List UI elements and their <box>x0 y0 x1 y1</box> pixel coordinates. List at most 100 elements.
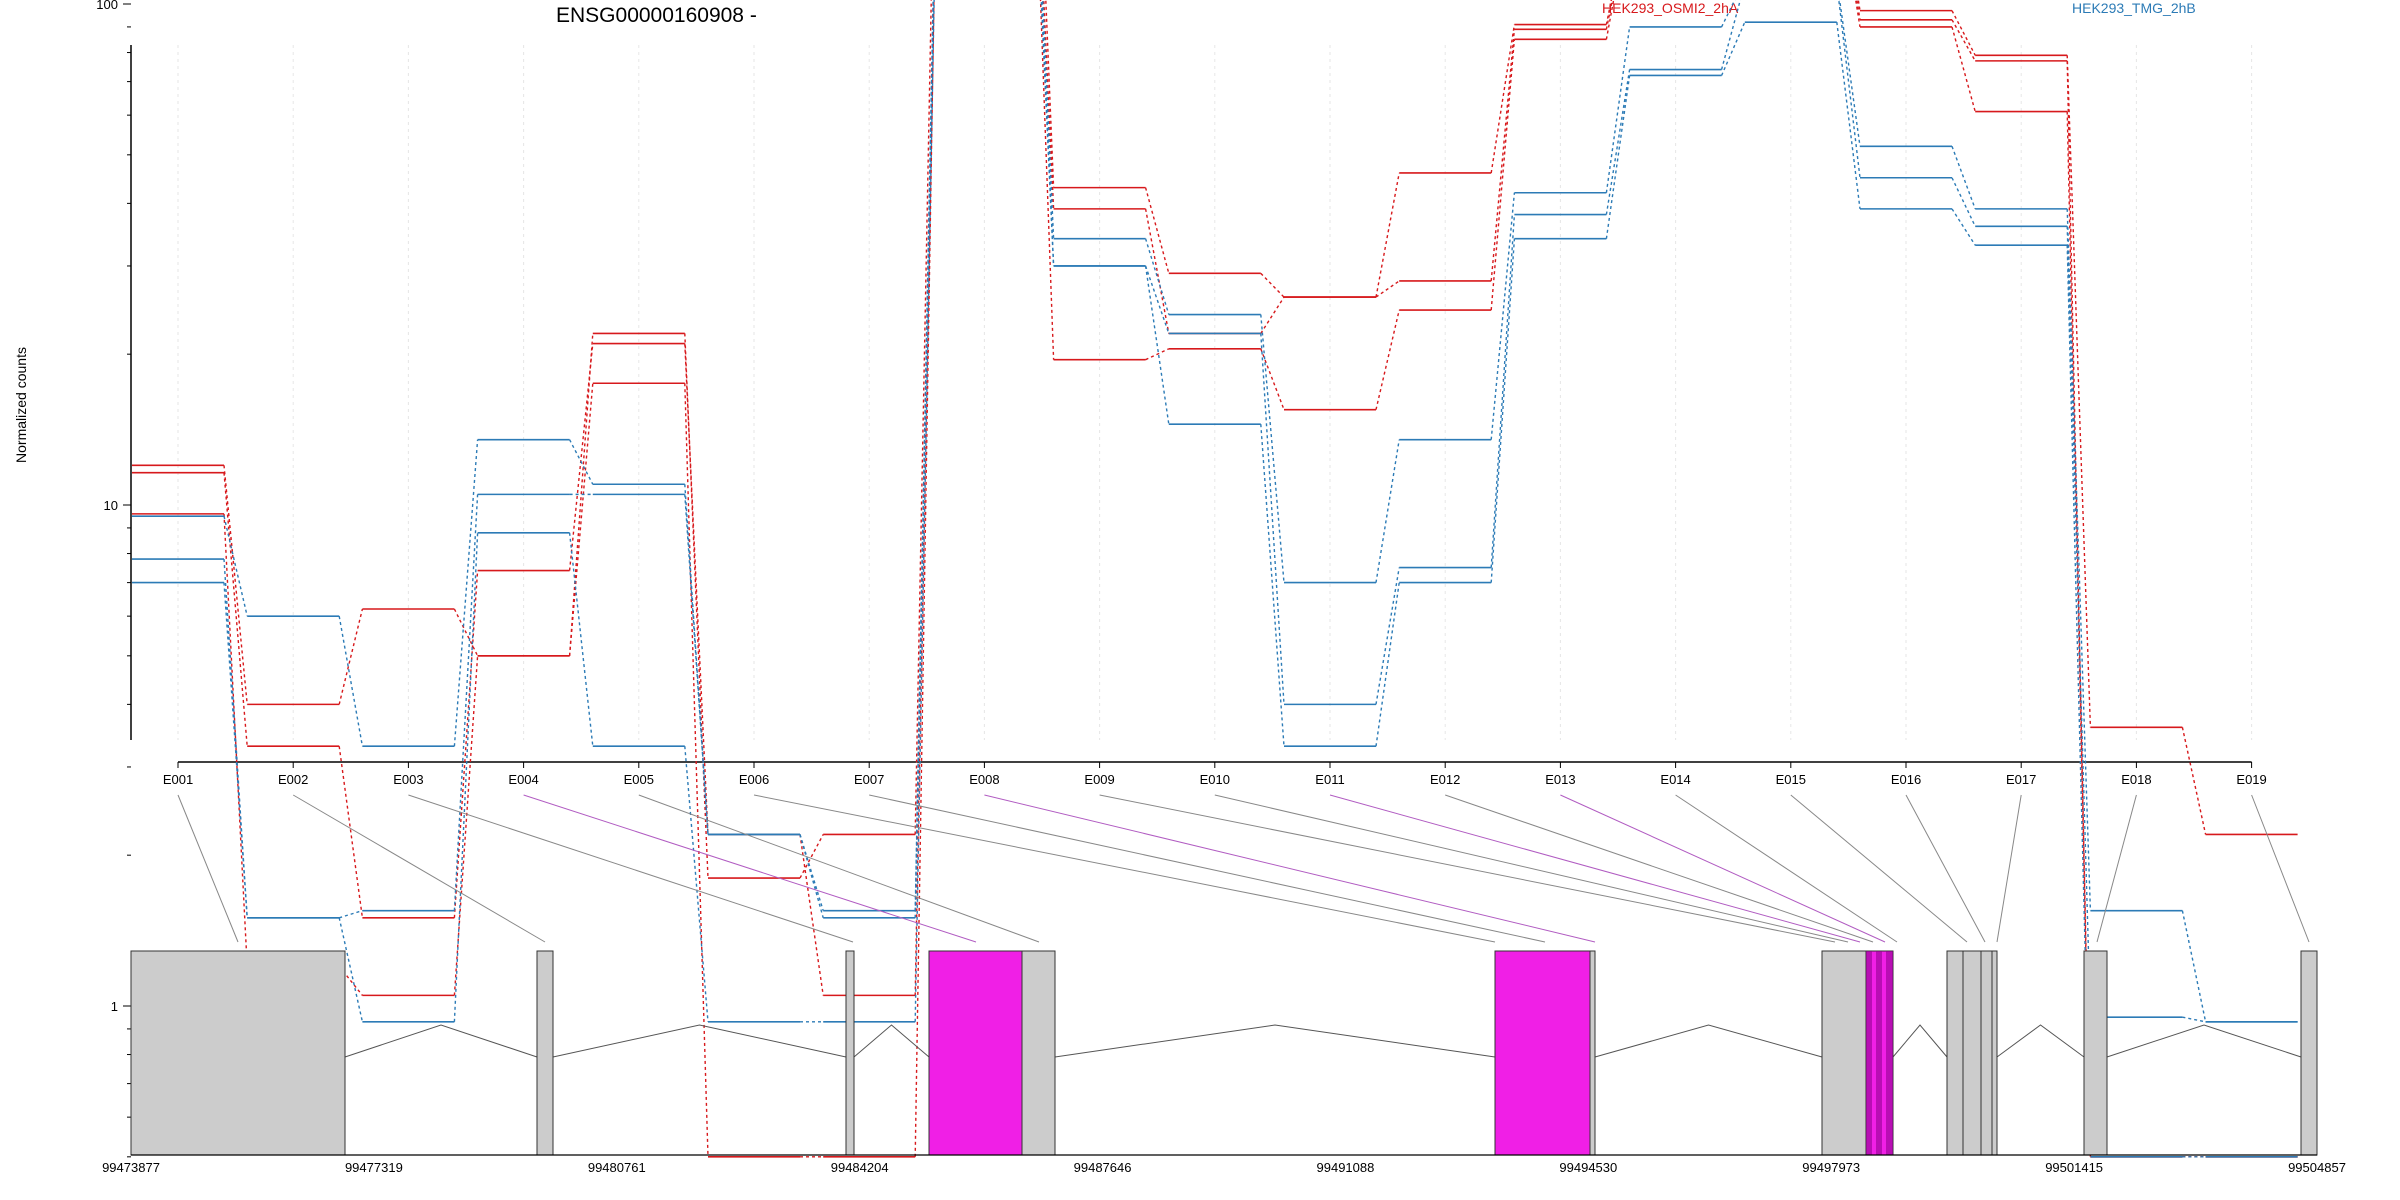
series-transition <box>1145 348 1170 361</box>
series-transition <box>1490 24 1516 174</box>
exon-connector <box>638 794 1040 943</box>
series-transition <box>1041 0 1055 266</box>
series-line <box>132 0 2298 879</box>
series-transition <box>1490 192 1516 440</box>
series-transition <box>1260 424 1285 747</box>
exon <box>845 950 855 1156</box>
exon <box>1021 950 1056 1156</box>
series-transition <box>1605 69 1631 215</box>
legend-label-osmi2: HEK293_OSMI2_2hA <box>1602 0 1739 16</box>
series-transition <box>1144 265 1170 334</box>
y-tick-label: 10 <box>104 498 118 513</box>
series-transition <box>568 532 594 747</box>
exon-subpart <box>1876 951 1882 1155</box>
series-transition <box>223 582 248 918</box>
exon <box>130 950 346 1156</box>
chart-title: ENSG00000160908 - <box>556 4 757 27</box>
introns <box>344 1024 2302 1058</box>
exon-connector <box>1445 794 1874 943</box>
series-transition <box>2181 727 2207 835</box>
series-transition <box>1951 208 1976 246</box>
x-tick-label: E013 <box>1545 772 1575 787</box>
x-tick-label: E007 <box>854 772 884 787</box>
series-transition <box>1144 208 1170 334</box>
series-transition <box>1144 187 1170 274</box>
series-transition <box>914 0 932 835</box>
x-tick-label: E016 <box>1891 772 1921 787</box>
series-transition <box>1490 29 1516 282</box>
series-transition <box>2066 55 2092 728</box>
series-transition <box>568 343 594 571</box>
x-tick-label: E015 <box>1776 772 1806 787</box>
series-transition <box>223 465 248 705</box>
exon-subpart <box>1886 951 1893 1155</box>
exon <box>1589 950 1596 1156</box>
exon <box>1946 950 1964 1156</box>
exon-highlighted <box>928 950 1023 1156</box>
series-transition <box>338 746 364 918</box>
exon <box>1991 950 1998 1156</box>
intron <box>1054 1024 1496 1058</box>
series-transition <box>568 439 594 485</box>
series-transition <box>1605 75 1631 239</box>
intron <box>1996 1024 2085 1058</box>
genomic-coordinate-label: 99501415 <box>2045 1160 2103 1175</box>
exon-connector <box>1099 794 1836 943</box>
series-transition <box>1260 314 1285 583</box>
series-transition <box>1260 333 1285 705</box>
exon <box>1821 950 1867 1156</box>
series-transition <box>914 0 934 911</box>
exon-connector <box>1905 794 1986 943</box>
series-transition <box>1040 0 1055 266</box>
series-transition <box>1838 0 1861 178</box>
series-transition <box>1260 348 1285 410</box>
x-tick-label: E014 <box>1660 772 1690 787</box>
intron <box>344 1024 538 1058</box>
y-tick-label: 1 <box>111 999 118 1014</box>
intron <box>552 1024 847 1058</box>
exon-connector <box>1675 794 1898 943</box>
series-line <box>132 0 2298 1158</box>
exon-connector <box>1329 794 1861 943</box>
series-line <box>132 0 2298 1023</box>
exon-connector <box>984 794 1596 943</box>
exon-highlighted <box>1494 950 1591 1156</box>
series-transition <box>2181 910 2207 1022</box>
series-transition <box>1836 22 1861 209</box>
axes: 1 10 100 <box>96 0 2252 1158</box>
series-transition <box>1375 582 1400 747</box>
x-tick-label: E005 <box>624 772 654 787</box>
exon-connector <box>292 794 546 943</box>
series-transition <box>1375 567 1400 705</box>
series-transition <box>2066 245 2092 1157</box>
x-tick-label: E002 <box>278 772 308 787</box>
exon-connector <box>1560 794 1886 943</box>
series-transition <box>1838 0 1861 147</box>
x-tick-label: E004 <box>508 772 538 787</box>
genomic-coordinate-label: 99480761 <box>588 1160 646 1175</box>
series-transition <box>1144 265 1170 425</box>
series-transition <box>684 383 709 1157</box>
exon-connector <box>869 794 1546 943</box>
x-tick-label: E011 <box>1315 772 1344 787</box>
genomic-coordinate-label: 99497973 <box>1802 1160 1860 1175</box>
exon-connector <box>2251 794 2310 943</box>
exon-connector <box>753 794 1496 943</box>
series-transition <box>1490 238 1516 583</box>
series-transition <box>338 608 364 705</box>
intron <box>1892 1024 1948 1058</box>
x-tick-label: E012 <box>1430 772 1460 787</box>
series-transition <box>1144 238 1170 315</box>
series-transition <box>1605 0 1613 25</box>
intron <box>853 1024 930 1058</box>
legend-label-tmg: HEK293_TMG_2hB <box>2072 0 2196 16</box>
series-transition <box>1605 26 1631 193</box>
genomic-coordinate-label: 99484204 <box>831 1160 889 1175</box>
series-transition <box>1375 172 1400 298</box>
series-transition <box>568 383 594 656</box>
series-transition <box>684 494 709 835</box>
series-transition <box>1720 21 1746 76</box>
series-transition <box>1720 0 1736 28</box>
series-transition <box>453 608 479 657</box>
